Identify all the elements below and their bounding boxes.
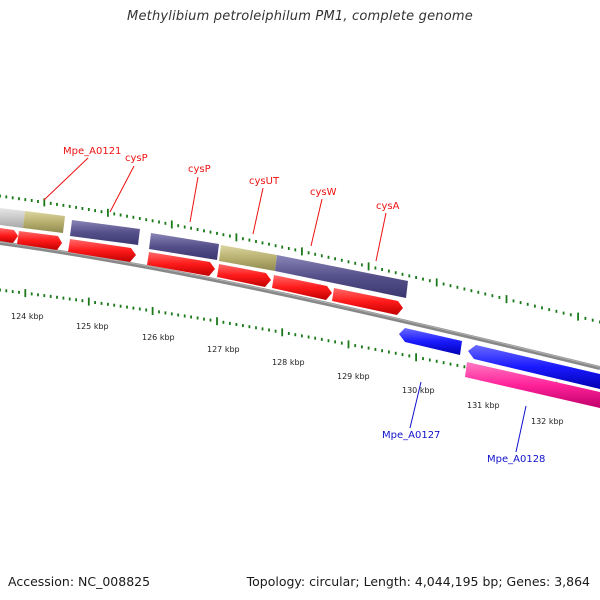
tick-label: 124 kbp: [11, 312, 44, 321]
tick-label: 127 kbp: [207, 345, 240, 354]
grey-feature: [0, 208, 25, 228]
map-title: Methylibium petroleiphilum PM1, complete…: [127, 9, 473, 24]
tick-label: 128 kbp: [272, 358, 305, 367]
forward-cds-track: [0, 228, 403, 315]
gene-label: Mpe_A0128: [487, 454, 545, 465]
gene-label: cysW: [310, 187, 337, 198]
kbp-tick-labels: 124 kbp 125 kbp 126 kbp 127 kbp 128 kbp …: [11, 312, 564, 426]
genome-backbone: [0, 241, 600, 370]
top-label-connectors: [43, 157, 387, 262]
outer-tick-ring: [0, 194, 600, 324]
accession-label: Accession: NC_008825: [8, 574, 151, 589]
purple-feature: [275, 255, 408, 298]
bottom-label-connectors: [409, 381, 527, 453]
gene-label: cysA: [376, 201, 400, 212]
cds-arrow: [68, 239, 136, 262]
olive-feature: [219, 245, 277, 271]
cds-arrow: [0, 228, 18, 243]
upper-feature-track: [0, 208, 408, 298]
tick-label: 129 kbp: [337, 372, 370, 381]
rna-feature: [465, 362, 600, 408]
cds-arrow: [399, 328, 462, 355]
connector-line: [515, 405, 527, 453]
cds-arrow: [17, 231, 62, 250]
cds-arrow: [332, 288, 403, 315]
connector-line: [189, 176, 199, 223]
connector-line: [109, 165, 135, 213]
gene-label: Mpe_A0127: [382, 430, 440, 441]
gene-label: cysP: [188, 164, 211, 175]
tick-label: 125 kbp: [76, 322, 109, 331]
cds-arrow: [272, 275, 332, 300]
connector-line: [252, 187, 264, 235]
tick-label: 130 kbp: [402, 386, 435, 395]
connector-line: [43, 157, 89, 201]
cds-arrow: [468, 345, 600, 389]
bottom-gene-labels: Mpe_A0127 Mpe_A0128: [382, 430, 545, 465]
cds-arrow: [217, 264, 271, 287]
tick-label: 126 kbp: [142, 333, 175, 342]
genome-backbone-highlight: [0, 241, 600, 368]
olive-feature: [23, 211, 65, 233]
purple-feature: [149, 233, 219, 260]
connector-line: [375, 212, 387, 262]
tick-label: 132 kbp: [531, 417, 564, 426]
gene-label: cysUT: [249, 176, 280, 187]
cds-arrow: [147, 252, 215, 276]
topology-label: Topology: circular; Length: 4,044,195 bp…: [246, 574, 590, 589]
gene-label: cysP: [125, 153, 148, 164]
connector-line: [409, 381, 422, 429]
purple-feature: [70, 220, 140, 245]
tick-label: 131 kbp: [467, 401, 500, 410]
gene-label: Mpe_A0121: [63, 146, 121, 157]
connector-line: [310, 198, 323, 247]
reverse-cds-track: [399, 328, 600, 389]
top-gene-labels: Mpe_A0121 cysP cysP cysUT cysW cysA: [63, 146, 400, 212]
